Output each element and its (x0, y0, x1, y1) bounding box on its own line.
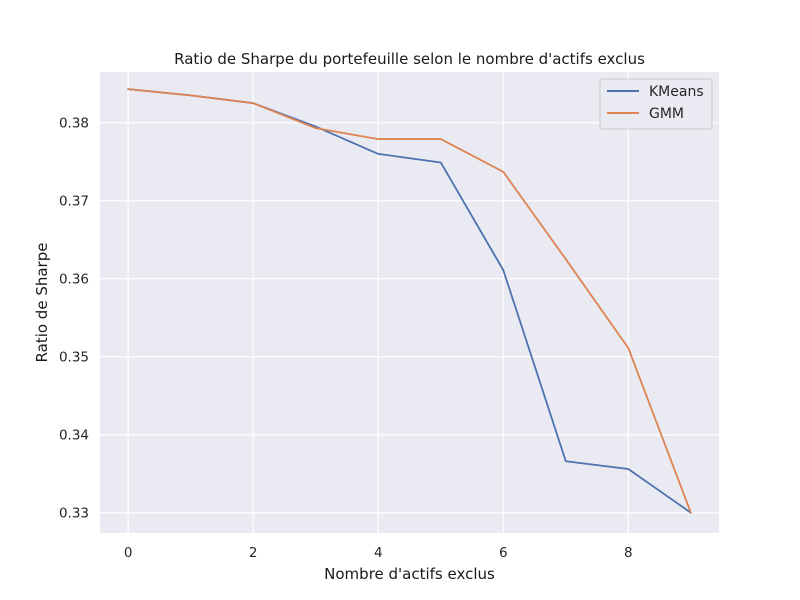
x-tick-label: 6 (499, 545, 508, 561)
x-tick-label: 2 (249, 545, 258, 561)
y-tick-label: 0.37 (59, 194, 89, 210)
x-axis-label: Nombre d'actifs exclus (324, 565, 495, 583)
legend: KMeans GMM (599, 78, 713, 130)
tick-labels: 0 2 4 6 8 0.33 0.34 0.35 0.36 0.37 0.38 (59, 116, 633, 561)
y-tick-label: 0.38 (59, 116, 89, 132)
x-tick-label: 8 (624, 545, 633, 561)
series-line-gmm (127, 88, 692, 514)
x-tick-label: 0 (124, 545, 133, 561)
y-tick-label: 0.36 (59, 272, 89, 288)
y-axis-label: Ratio de Sharpe (33, 243, 51, 363)
x-tick-label: 4 (374, 545, 383, 561)
series-lines (127, 88, 692, 514)
legend-label-kmeans: KMeans (649, 84, 704, 100)
y-tick-label: 0.34 (59, 428, 89, 444)
legend-label-gmm: GMM (649, 106, 684, 122)
y-tick-label: 0.35 (59, 350, 89, 366)
plot-area (100, 72, 719, 533)
chart-title: Ratio de Sharpe du portefeuille selon le… (174, 50, 645, 68)
y-tick-label: 0.33 (59, 506, 89, 522)
